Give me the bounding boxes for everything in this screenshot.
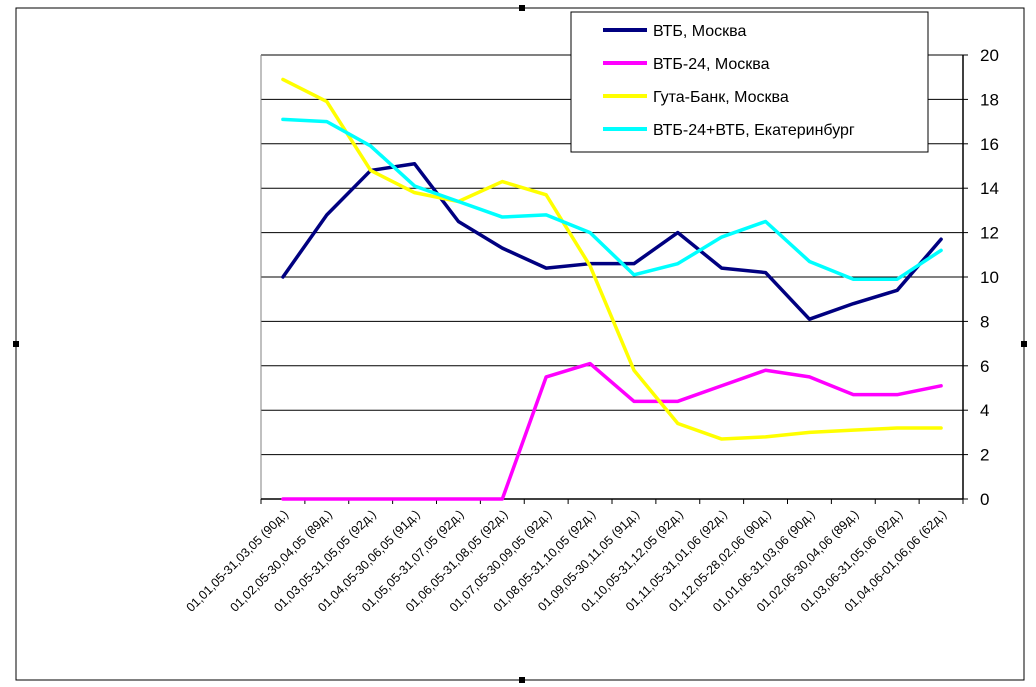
y-tick-label: 14	[980, 179, 999, 198]
series-line-2	[281, 361, 943, 501]
y-tick-label: 18	[980, 90, 999, 109]
selection-handle	[13, 341, 19, 347]
y-tick-label: 10	[980, 268, 999, 287]
series-line-3	[281, 77, 943, 441]
selection-handles	[13, 5, 1027, 683]
legend-label: ВТБ, Москва	[653, 23, 746, 40]
legend-label: ВТБ-24+ВТБ, Екатеринбург	[653, 122, 855, 139]
y-tick-label: 20	[980, 46, 999, 65]
y-tick-label: 0	[980, 490, 989, 509]
selection-handle	[519, 677, 525, 683]
selection-handle	[1021, 341, 1027, 347]
legend-label: Гута-Банк, Москва	[653, 89, 789, 106]
y-tick-label: 4	[980, 401, 989, 420]
legend: ВТБ, Москва ВТБ-24, Москва Гута-Банк, Моск…	[570, 11, 929, 153]
y-tick-labels: 0 2 4 6 8 10 12 14 16 18 20	[980, 46, 999, 509]
y-tick-label: 2	[980, 446, 989, 465]
y-tick-label: 16	[980, 135, 999, 154]
selection-handle	[519, 5, 525, 11]
legend-label: ВТБ-24, Москва	[653, 56, 770, 73]
y-tick-label: 8	[980, 312, 989, 331]
y-tick-label: 12	[980, 224, 999, 243]
series-lines	[281, 77, 943, 501]
y-tick-label: 6	[980, 357, 989, 376]
series-line-4	[281, 117, 943, 281]
